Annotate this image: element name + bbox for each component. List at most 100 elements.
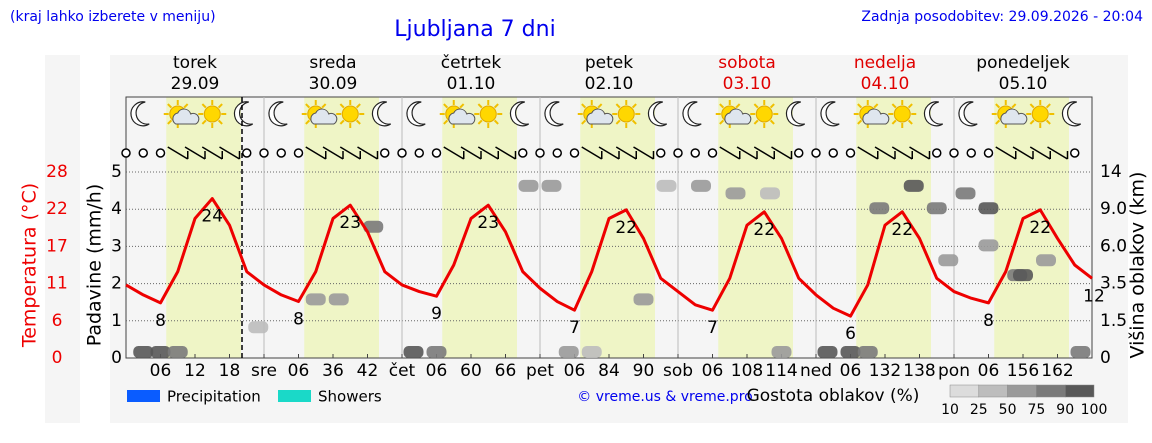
- x-tick-label: 18: [219, 361, 241, 381]
- moon-icon: [820, 101, 840, 127]
- sun-ray: [217, 103, 223, 109]
- wind-barb: [201, 146, 223, 160]
- sun-ray: [581, 119, 587, 125]
- sun-ray: [355, 103, 361, 109]
- cloud-cell: [903, 179, 924, 192]
- wind-barb: [719, 146, 741, 160]
- temp-tick-label: 28: [46, 162, 68, 182]
- wind-barb: [219, 146, 240, 160]
- cloud-cell: [403, 346, 424, 358]
- wind-barb: [1047, 146, 1068, 160]
- cloud-cell: [150, 346, 171, 358]
- sun-ray: [753, 103, 759, 109]
- cloud-icon: [862, 108, 890, 125]
- x-tick-label: pon: [938, 361, 970, 381]
- sun-ray: [321, 103, 327, 109]
- cloud-cell: [305, 293, 326, 306]
- temperature-label: 8: [155, 311, 166, 331]
- credit: © vreme.us & vreme.pro: [577, 389, 752, 405]
- wind-calm: [794, 148, 804, 158]
- temperature-label: 7: [707, 318, 718, 338]
- wind-calm: [690, 148, 700, 158]
- wind-barb: [460, 146, 482, 160]
- moon-icon: [1061, 101, 1082, 127]
- sun-icon: [479, 105, 497, 123]
- cloud-icon: [586, 108, 614, 125]
- sun-ray: [339, 103, 345, 109]
- cloud-cell: [656, 179, 677, 192]
- sun-ray: [615, 119, 621, 125]
- y2-tick-label: 6.0: [1100, 236, 1127, 256]
- cloud-cell: [955, 187, 976, 200]
- cloud-cell: [133, 346, 154, 358]
- sun-ray: [443, 103, 449, 109]
- day-date: 01.10: [447, 74, 496, 94]
- moon-icon: [682, 101, 702, 127]
- wind-barb: [184, 146, 206, 160]
- wind-barb: [857, 146, 879, 160]
- sun-ray: [631, 103, 637, 109]
- y2-tick-label: 14: [1100, 162, 1122, 182]
- daylight-band: [442, 97, 517, 358]
- sun-ray: [217, 119, 223, 125]
- cloud-cell: [840, 346, 861, 358]
- temperature-label: 9: [431, 304, 442, 324]
- wind-calm: [414, 148, 424, 158]
- sun-ray: [477, 103, 483, 109]
- sun-ray: [305, 103, 311, 109]
- sun-ray: [1011, 103, 1017, 109]
- wind-calm: [1070, 148, 1080, 158]
- x-tick-label: 06: [978, 361, 1000, 381]
- temperature-label: 7: [569, 318, 580, 338]
- cloud-cell: [1036, 254, 1056, 267]
- cloud-cell: [581, 346, 602, 358]
- wind-calm: [518, 148, 528, 158]
- y2-tick-label: 0: [1100, 348, 1111, 368]
- x-tick-label: 138: [903, 361, 935, 381]
- day-date: 03.10: [723, 74, 772, 94]
- sun-ray: [891, 103, 897, 109]
- wind-barb: [995, 146, 1017, 160]
- sun-icon: [341, 105, 359, 123]
- y-tick-label: 1: [111, 311, 122, 331]
- wind-calm: [121, 148, 131, 158]
- sun-ray: [443, 119, 449, 125]
- x-tick-label: 12: [184, 361, 206, 381]
- updated: Zadnja posodobitev: 29.09.2026 - 20:04: [861, 9, 1143, 25]
- wind-barb: [874, 146, 896, 160]
- cloud-legend-level: 50: [999, 402, 1017, 418]
- x-tick-label: 06: [426, 361, 448, 381]
- cloud-legend-level: 25: [970, 402, 988, 418]
- wind-calm: [259, 148, 269, 158]
- temperature-label: 6: [845, 324, 856, 344]
- cloud-legend-level: 100: [1081, 402, 1108, 418]
- cloud-cell: [518, 179, 539, 192]
- sun-ray: [167, 119, 173, 125]
- wind-calm: [932, 148, 942, 158]
- wind-barb: [495, 146, 516, 160]
- y-tick-label: 4: [111, 199, 122, 219]
- sun-ray: [339, 119, 345, 125]
- sun-ray: [907, 103, 913, 109]
- wind-calm: [569, 148, 580, 158]
- cloud-cell: [817, 346, 838, 358]
- sun-ray: [995, 119, 1001, 125]
- y2-axis-label: Višina oblakov (km): [1127, 172, 1149, 359]
- wind-barb: [615, 146, 637, 160]
- moon-icon: [130, 101, 150, 127]
- sun-ray: [305, 119, 311, 125]
- wind-calm: [380, 148, 390, 158]
- wind-barb: [909, 146, 930, 160]
- wind-calm: [966, 148, 976, 158]
- moon-icon: [544, 101, 564, 127]
- moon-icon: [785, 101, 806, 127]
- temp-axis-label: Temperatura (°C): [19, 183, 41, 348]
- temp-tick-label: 6: [52, 311, 63, 331]
- sun-ray: [167, 103, 173, 109]
- wind-calm: [811, 148, 821, 158]
- wind-calm: [656, 148, 666, 158]
- cloud-cell: [1070, 346, 1091, 358]
- sun-ray: [1045, 119, 1051, 125]
- sun-ray: [597, 103, 603, 109]
